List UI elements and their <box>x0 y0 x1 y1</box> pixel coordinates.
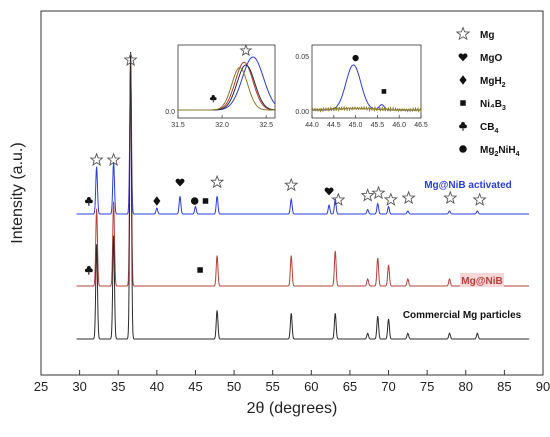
mgh2-diamond-marker <box>153 196 161 206</box>
inset-curve-1 <box>311 105 422 114</box>
inset-x-tick-label: 32.0 <box>215 122 229 129</box>
x-tick-label: 85 <box>497 379 511 394</box>
inset-y-tick-label: 0.0 <box>165 109 175 116</box>
x-tick-label: 25 <box>34 379 48 394</box>
inset-curve-3 <box>178 67 275 111</box>
mg-star-marker <box>89 152 104 167</box>
mg-star-marker <box>106 152 121 167</box>
xrd-trace-1 <box>76 51 530 287</box>
mg-star-marker <box>455 26 471 41</box>
mg-star-marker <box>331 192 346 207</box>
x-tick-label: 60 <box>304 379 318 394</box>
inset-2: 44.0 44.5 45.0 45.5 46.0 46.5 0.05 0.00 <box>295 44 428 129</box>
mg-star-marker <box>209 174 225 189</box>
xrd-trace-0 <box>76 65 530 215</box>
cb4-club-marker <box>459 122 467 131</box>
inset-x-tick-label: 46.5 <box>414 122 428 129</box>
y-axis-title: Intensity (a.u.) <box>9 142 26 243</box>
inset-frame <box>177 44 276 119</box>
x-tick-label: 90 <box>536 379 550 394</box>
series-label-activated: Mg@NiB activated <box>424 180 512 191</box>
mg2nih4-circle-marker <box>352 54 359 62</box>
trace-label-nib: Mg@NiB <box>460 273 504 287</box>
mg-star-marker <box>443 190 458 205</box>
plot-frame <box>40 10 544 376</box>
inset-y-tick-label: 0.00 <box>295 109 309 116</box>
legend: Mg MgO MgH2 Ni₄B3 CB4 Mg2NiH4 <box>455 26 520 158</box>
x-tick-label: 80 <box>459 379 473 394</box>
mgo-heart-marker <box>175 178 185 187</box>
mg-star-marker <box>472 192 487 206</box>
mg-star-marker <box>401 190 416 205</box>
series-label-nib-bg <box>460 273 504 287</box>
mgo-heart-marker <box>458 53 468 62</box>
cb4-club-marker <box>84 197 93 206</box>
legend-label: Mg2NiH4 <box>480 145 520 158</box>
mg-star-marker <box>284 177 299 192</box>
trace-label-commercial: Commercial Mg particles <box>403 310 522 321</box>
cb4-club-marker <box>84 266 93 275</box>
legend-label: Ni₄B3 <box>480 99 506 112</box>
inset-x-tick-label: 31.5 <box>171 122 185 129</box>
x-tick-label: 65 <box>343 379 357 394</box>
ni4b3-square-marker <box>381 89 387 94</box>
mgo-heart-marker <box>324 187 334 196</box>
x-tick-label: 55 <box>265 379 279 394</box>
xrd-trace-2 <box>76 51 530 340</box>
x-tick-label: 45 <box>188 379 202 394</box>
mg-star-marker <box>383 192 398 206</box>
mgh2-diamond-marker <box>459 75 467 85</box>
inset-x-tick-label: 45.5 <box>371 122 385 129</box>
trace-label-activated: Mg@NiB activated <box>424 180 512 191</box>
x-tick-label: 50 <box>227 379 241 394</box>
legend-label: MgH2 <box>480 76 506 89</box>
inset-y-tick-label: 0.05 <box>295 54 309 61</box>
series-label-nib: Mg@NiB <box>461 276 502 287</box>
xrd-traces <box>76 51 530 340</box>
x-tick-label: 35 <box>111 379 125 394</box>
ni4b3-square-marker <box>460 100 466 106</box>
x-axis-ticks: 25 30 35 40 45 50 55 60 65 70 75 80 85 90 <box>34 370 550 394</box>
cb4-club-marker <box>210 94 217 103</box>
ni4b3-square-marker <box>202 198 209 204</box>
inset-x-tick-label: 44.5 <box>327 122 341 129</box>
inset-x-tick-label: 44.0 <box>305 122 319 129</box>
mg-star-marker <box>123 52 138 67</box>
legend-label: CB4 <box>480 122 498 135</box>
inset-x-tick-label: 45.0 <box>349 122 363 129</box>
ni4b3-square-marker <box>197 267 203 273</box>
x-tick-label: 70 <box>381 379 395 394</box>
phase-markers <box>84 52 487 275</box>
series-label-commercial: Commercial Mg particles <box>403 310 522 321</box>
inset-1: 31.5 32.0 32.5 0.0 <box>165 43 276 129</box>
legend-label: Mg <box>480 30 494 41</box>
inset-x-tick-label: 32.5 <box>259 122 273 129</box>
inset-x-tick-label: 46.0 <box>392 122 406 129</box>
x-tick-label: 75 <box>420 379 434 394</box>
mg-star-marker <box>360 188 375 202</box>
x-tick-label: 30 <box>72 379 86 394</box>
legend-label: MgO <box>480 53 502 64</box>
mg2nih4-circle-marker <box>190 197 199 205</box>
mg-star-marker <box>239 43 253 57</box>
inset-frame <box>311 44 422 119</box>
x-tick-label: 40 <box>150 379 164 394</box>
mg2nih4-circle-marker <box>459 145 467 153</box>
mg-star-marker <box>371 185 386 200</box>
x-axis-title: 2θ (degrees) <box>247 400 338 417</box>
